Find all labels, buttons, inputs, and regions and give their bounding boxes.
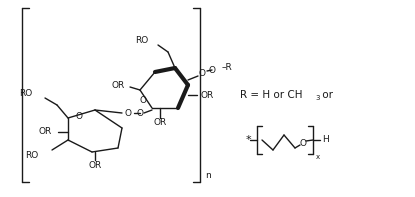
Text: OR: OR [88,161,102,169]
Text: H: H [322,136,328,145]
Text: RO: RO [25,151,38,160]
Text: OR: OR [39,127,52,137]
Text: O: O [198,69,205,77]
Text: 3: 3 [315,95,320,101]
Text: –R: –R [222,62,233,72]
Text: or: or [319,90,333,100]
Text: O: O [139,96,146,104]
Text: O: O [137,109,144,117]
Text: O: O [124,109,132,117]
Text: OR: OR [200,90,213,99]
Text: R = H or CH: R = H or CH [240,90,303,100]
Text: OR: OR [112,81,125,89]
Text: *: * [245,135,251,145]
Text: RO: RO [19,88,32,98]
Text: n: n [205,170,211,179]
Text: RO: RO [135,35,148,45]
Text: O: O [300,138,307,148]
Text: O: O [208,65,215,74]
Text: O: O [76,112,83,121]
Text: x: x [316,154,320,160]
Text: OR: OR [154,117,167,126]
